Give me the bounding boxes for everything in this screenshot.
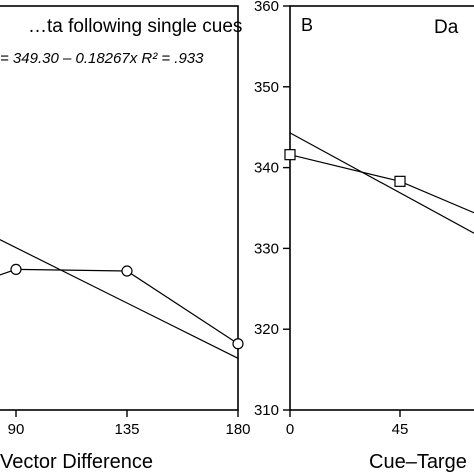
panel-b-plot	[284, 132, 474, 234]
y-tick-label: 320	[254, 321, 279, 338]
panel-a-frame	[0, 5, 239, 411]
x-tick-label: 45	[392, 421, 409, 438]
data-point-circle	[121, 265, 133, 277]
x-tick-label: 180	[225, 421, 250, 438]
data-point-circle	[10, 263, 22, 276]
panel-b-letter: B	[301, 15, 313, 35]
panel-a-x-axis: 90 135 180	[8, 410, 251, 438]
data-point-square	[394, 175, 406, 187]
panel-b-title: Da	[434, 17, 459, 38]
y-tick-label: 330	[254, 240, 279, 257]
y-tick-label: 350	[254, 79, 279, 96]
panel-a-plot	[0, 239, 244, 359]
y-tick-label: 340	[254, 160, 279, 177]
regression-line	[289, 132, 474, 234]
panel-b: B Da 310 320 330 340 350 360 0 45 Cue–Targe	[254, 0, 474, 473]
data-point-circle	[232, 338, 244, 350]
x-tick-label: 90	[8, 421, 25, 438]
observed-series-line	[289, 154, 474, 214]
panel-b-frame	[289, 5, 474, 411]
y-tick-label: 360	[254, 0, 279, 15]
regression-line	[0, 239, 239, 359]
x-tick-label: 0	[286, 421, 294, 438]
panel-a: …ta following single cues = 349.30 – 0.1…	[0, 5, 251, 473]
x-tick-label: 135	[114, 421, 139, 438]
panel-b-xlabel: Cue–Targe	[369, 451, 467, 473]
observed-series-line	[0, 268, 239, 345]
panel-a-title: …ta following single cues	[28, 16, 242, 37]
y-tick-label: 310	[254, 402, 279, 419]
data-point-square	[284, 149, 296, 161]
panel-a-equation: = 349.30 – 0.18267x R² = .933	[0, 50, 204, 67]
panel-a-xlabel: Vector Difference	[0, 451, 153, 473]
panel-b-axes: 310 320 330 340 350 360 0 45	[254, 0, 408, 438]
